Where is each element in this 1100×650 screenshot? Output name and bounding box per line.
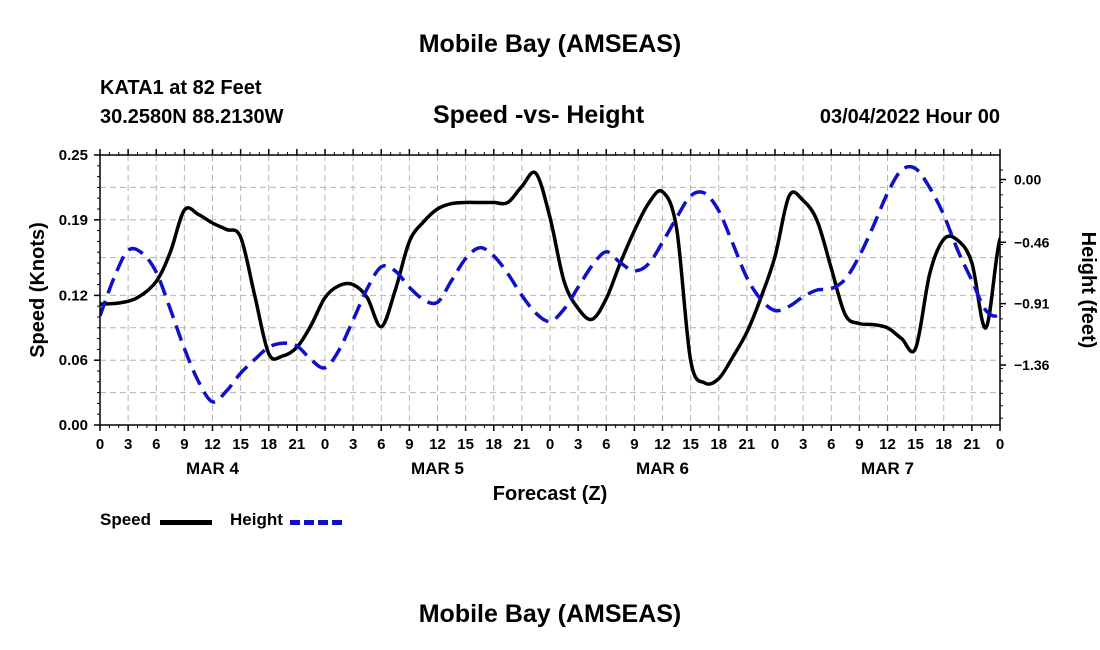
x-tick-label: 3 xyxy=(799,436,807,453)
y-left-tick-label: 0.19 xyxy=(59,212,88,229)
x-tick-label: 9 xyxy=(630,436,638,453)
chart-axes: 0 3 6 9 12 15 18 21 0 3 6 9 12 15 18 21 0 3 6 9 12 15 18 21 0 3 6 9… xyxy=(59,147,1050,478)
footer-title: Mobile Bay (AMSEAS) xyxy=(418,600,682,628)
y-right-tick-label: −0.91 xyxy=(1014,296,1050,312)
y-left-tick-label: 0.06 xyxy=(59,352,88,369)
height-series-line xyxy=(100,164,1000,404)
x-tick-label: 3 xyxy=(349,436,357,453)
x-tick-label: 12 xyxy=(879,436,896,453)
y-left-tick-label: 0.00 xyxy=(59,417,88,434)
x-tick-label: 18 xyxy=(710,436,727,453)
page-title: Mobile Bay (AMSEAS) xyxy=(418,30,682,58)
x-day-label: MAR 4 xyxy=(186,459,239,478)
legend-height-swatch xyxy=(290,520,342,525)
y-axis-left-label: Speed (Knots) xyxy=(27,222,49,358)
station-coordinates: 30.2580N 88.2130W xyxy=(100,106,284,128)
y-right-tick-label: −0.46 xyxy=(1014,234,1050,250)
speed-series-line xyxy=(100,170,1000,386)
legend-height-label: Height xyxy=(230,510,283,529)
y-right-tick-label: 0.00 xyxy=(1014,172,1041,188)
x-tick-label: 21 xyxy=(964,436,981,453)
x-tick-label: 12 xyxy=(204,436,221,453)
x-tick-label: 18 xyxy=(260,436,277,453)
chart-series xyxy=(100,164,1000,404)
x-tick-label: 6 xyxy=(827,436,835,453)
x-day-label: MAR 5 xyxy=(411,459,464,478)
station-label: KATA1 at 82 Feet xyxy=(100,77,262,99)
x-tick-label: 12 xyxy=(654,436,671,453)
y-left-tick-label: 0.25 xyxy=(59,147,88,164)
x-tick-label: 15 xyxy=(907,436,924,453)
x-tick-label: 0 xyxy=(321,436,329,453)
x-tick-label: 3 xyxy=(574,436,582,453)
chart-grid xyxy=(100,155,1000,425)
x-tick-label: 0 xyxy=(546,436,554,453)
x-tick-label: 9 xyxy=(855,436,863,453)
x-tick-label: 15 xyxy=(457,436,474,453)
x-tick-label: 12 xyxy=(429,436,446,453)
x-day-label: MAR 6 xyxy=(636,459,689,478)
x-tick-label: 0 xyxy=(771,436,779,453)
x-tick-label: 18 xyxy=(935,436,952,453)
x-tick-label: 21 xyxy=(739,436,756,453)
x-tick-label: 6 xyxy=(152,436,160,453)
x-tick-label: 0 xyxy=(96,436,104,453)
x-tick-label: 6 xyxy=(602,436,610,453)
y-right-tick-label: −1.36 xyxy=(1014,357,1050,373)
x-tick-label: 0 xyxy=(996,436,1004,453)
x-tick-label: 21 xyxy=(514,436,531,453)
x-tick-label: 15 xyxy=(232,436,249,453)
x-tick-label: 15 xyxy=(682,436,699,453)
y-axis-right-label: Height (feet) xyxy=(1077,232,1099,349)
legend-speed-swatch xyxy=(160,520,212,525)
forecast-datetime: 03/04/2022 Hour 00 xyxy=(819,106,1000,128)
x-day-label: MAR 7 xyxy=(861,459,914,478)
x-tick-label: 9 xyxy=(405,436,413,453)
x-tick-label: 18 xyxy=(485,436,502,453)
x-tick-label: 6 xyxy=(377,436,385,453)
x-axis-label: Forecast (Z) xyxy=(493,483,607,505)
x-tick-label: 3 xyxy=(124,436,132,453)
x-tick-label: 21 xyxy=(289,436,306,453)
y-left-tick-label: 0.12 xyxy=(59,287,88,304)
chart-title: Speed -vs- Height xyxy=(433,101,645,129)
x-tick-label: 9 xyxy=(180,436,188,453)
legend-speed-label: Speed xyxy=(100,510,152,529)
